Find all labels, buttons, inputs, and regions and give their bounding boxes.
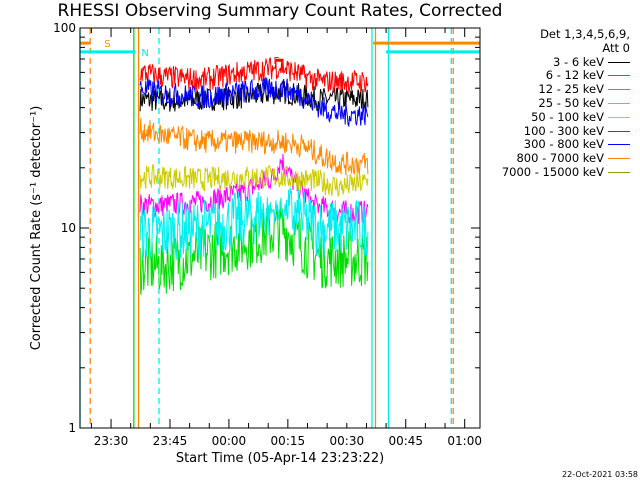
y-axis-label: Corrected Count Rate (s⁻¹ detector⁻¹) [29, 106, 44, 351]
flag-label-0: S [104, 39, 110, 50]
chart-legend: Det 1,3,4,5,6,9, Att 0 3 - 6 keV 6 - 12 k… [482, 27, 630, 180]
x-tick-label-1: 23:45 [153, 434, 188, 448]
legend-label-6: 300 - 800 keV [523, 137, 604, 152]
legend-swatch-3 [608, 102, 630, 104]
x-tick-label-2: 00:00 [212, 434, 247, 448]
flag-label-4: F [274, 56, 280, 67]
series-trace-3 [139, 187, 369, 262]
legend-label-3: 25 - 50 keV [538, 95, 604, 110]
legend-header-line-1: Det 1,3,4,5,6,9, [540, 27, 630, 41]
x-tick-label-6: 01:00 [447, 434, 482, 448]
legend-swatch-1 [608, 75, 630, 77]
series-trace-6 [139, 76, 369, 128]
series-trace-7 [139, 117, 369, 176]
legend-entry-4: 50 - 100 keV [482, 109, 630, 125]
legend-entry-0: 3 - 6 keV [482, 54, 630, 70]
legend-entry-2: 12 - 25 keV [482, 82, 630, 97]
legend-swatch-5 [608, 130, 630, 132]
legend-label-8: 7000 - 15000 keV [501, 164, 604, 179]
legend-label-5: 100 - 300 keV [523, 123, 604, 138]
generation-timestamp: 22-Oct-2021 03:58 [562, 470, 638, 479]
legend-swatch-6 [608, 144, 630, 146]
series-trace-4 [139, 164, 369, 197]
flag-label-2: N [141, 48, 148, 59]
x-tick-label-0: 23:30 [94, 434, 129, 448]
legend-label-1: 6 - 12 keV [545, 68, 604, 83]
legend-entry-3: 25 - 50 keV [482, 95, 630, 111]
legend-label-4: 50 - 100 keV [531, 109, 604, 124]
y-tick-label-0: 1 [68, 421, 76, 435]
y-tick-label-2: 100 [53, 21, 76, 35]
legend-entry-7: 800 - 7000 keV [482, 151, 630, 166]
chart-title: RHESSI Observing Summary Count Rates, Co… [57, 1, 503, 21]
x-tick-label-3: 00:15 [271, 434, 306, 448]
legend-swatch-7 [608, 158, 630, 160]
x-axis-label: Start Time (05-Apr-14 23:23:22) [176, 451, 384, 466]
legend-entry-6: 300 - 800 keV [482, 137, 630, 152]
legend-label-0: 3 - 6 keV [553, 54, 604, 69]
series-trace-5 [139, 57, 369, 94]
legend-label-7: 800 - 7000 keV [516, 151, 604, 166]
legend-swatch-8 [608, 171, 630, 173]
legend-swatch-0 [608, 61, 630, 63]
legend-label-2: 12 - 25 keV [538, 82, 604, 97]
x-tick-label-5: 00:45 [388, 434, 423, 448]
legend-entry-8: 7000 - 15000 keV [482, 164, 630, 180]
legend-entry-5: 100 - 300 keV [482, 123, 630, 139]
x-tick-label-4: 00:30 [330, 434, 365, 448]
legend-entry-1: 6 - 12 keV [482, 68, 630, 83]
legend-swatch-2 [608, 89, 630, 91]
y-tick-label-1: 10 [61, 221, 76, 235]
legend-swatch-4 [608, 116, 630, 118]
legend-header-line-2: Att 0 [602, 40, 630, 55]
